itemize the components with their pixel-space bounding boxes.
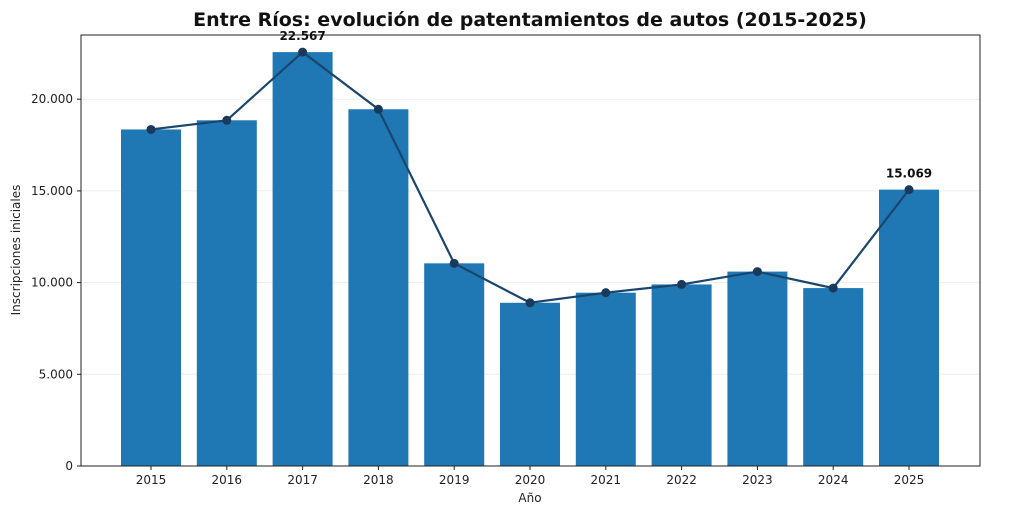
point-2025 (904, 185, 914, 195)
bar-2022 (651, 284, 712, 466)
bar-2020 (500, 302, 560, 466)
bar-2018 (348, 109, 409, 467)
x-tick-label-2017: 2017 (287, 473, 318, 487)
point-2024 (828, 283, 838, 293)
x-tick-label-2020: 2020 (515, 473, 546, 487)
y-tick-label: 20.000 (31, 92, 73, 106)
bar-2023 (727, 271, 788, 466)
bar-2015 (121, 129, 181, 466)
bar-2019 (424, 263, 485, 466)
x-axis-ticks: 2015 2016 2017 2018 2019 2020 2021 2022 2023 2024… (136, 466, 925, 487)
bar-2017 (272, 52, 333, 466)
bar-2021 (575, 292, 636, 466)
x-tick-label-2019: 2019 (439, 473, 470, 487)
y-tick-label: 5.000 (39, 367, 73, 381)
point-2022 (677, 279, 687, 289)
point-2020 (525, 298, 535, 308)
x-tick-label-2023: 2023 (742, 473, 773, 487)
bar-2016 (196, 120, 257, 466)
trend-line (150, 50, 910, 304)
x-axis-label: Año (518, 491, 541, 505)
point-2019 (449, 258, 459, 268)
x-tick-label-2021: 2021 (591, 473, 622, 487)
point-2021 (601, 288, 611, 298)
x-tick-label-2022: 2022 (666, 473, 697, 487)
y-axis-label: Inscripciones iniciales (9, 185, 23, 316)
point-2016 (222, 115, 232, 125)
y-tick-label: 10.000 (31, 276, 73, 290)
chart-title: Entre Ríos: evolución de patentamientos … (193, 9, 867, 31)
x-tick-label-2025: 2025 (894, 473, 925, 487)
point-2015 (146, 124, 156, 134)
x-tick-label-2016: 2016 (212, 473, 243, 487)
y-axis-ticks: 0 5.000 10.000 15.000 20.000 (31, 92, 81, 473)
y-tick-label: 0 (65, 459, 73, 473)
y-tick-label: 15.000 (31, 184, 73, 198)
point-2018 (373, 104, 383, 114)
bar-2024 (803, 288, 864, 466)
x-tick-label-2018: 2018 (363, 473, 394, 487)
bars (121, 52, 939, 467)
data-labels: 22.567 15.069 (279, 29, 932, 181)
point-2023 (752, 267, 762, 277)
bar-2025 (879, 189, 939, 467)
point-2017 (298, 47, 308, 57)
x-tick-label-2015: 2015 (136, 473, 167, 487)
trend-line-group (146, 47, 914, 308)
data-label-2025: 15.069 (886, 167, 932, 181)
x-tick-label-2024: 2024 (818, 473, 849, 487)
data-label-2017: 22.567 (279, 29, 325, 43)
